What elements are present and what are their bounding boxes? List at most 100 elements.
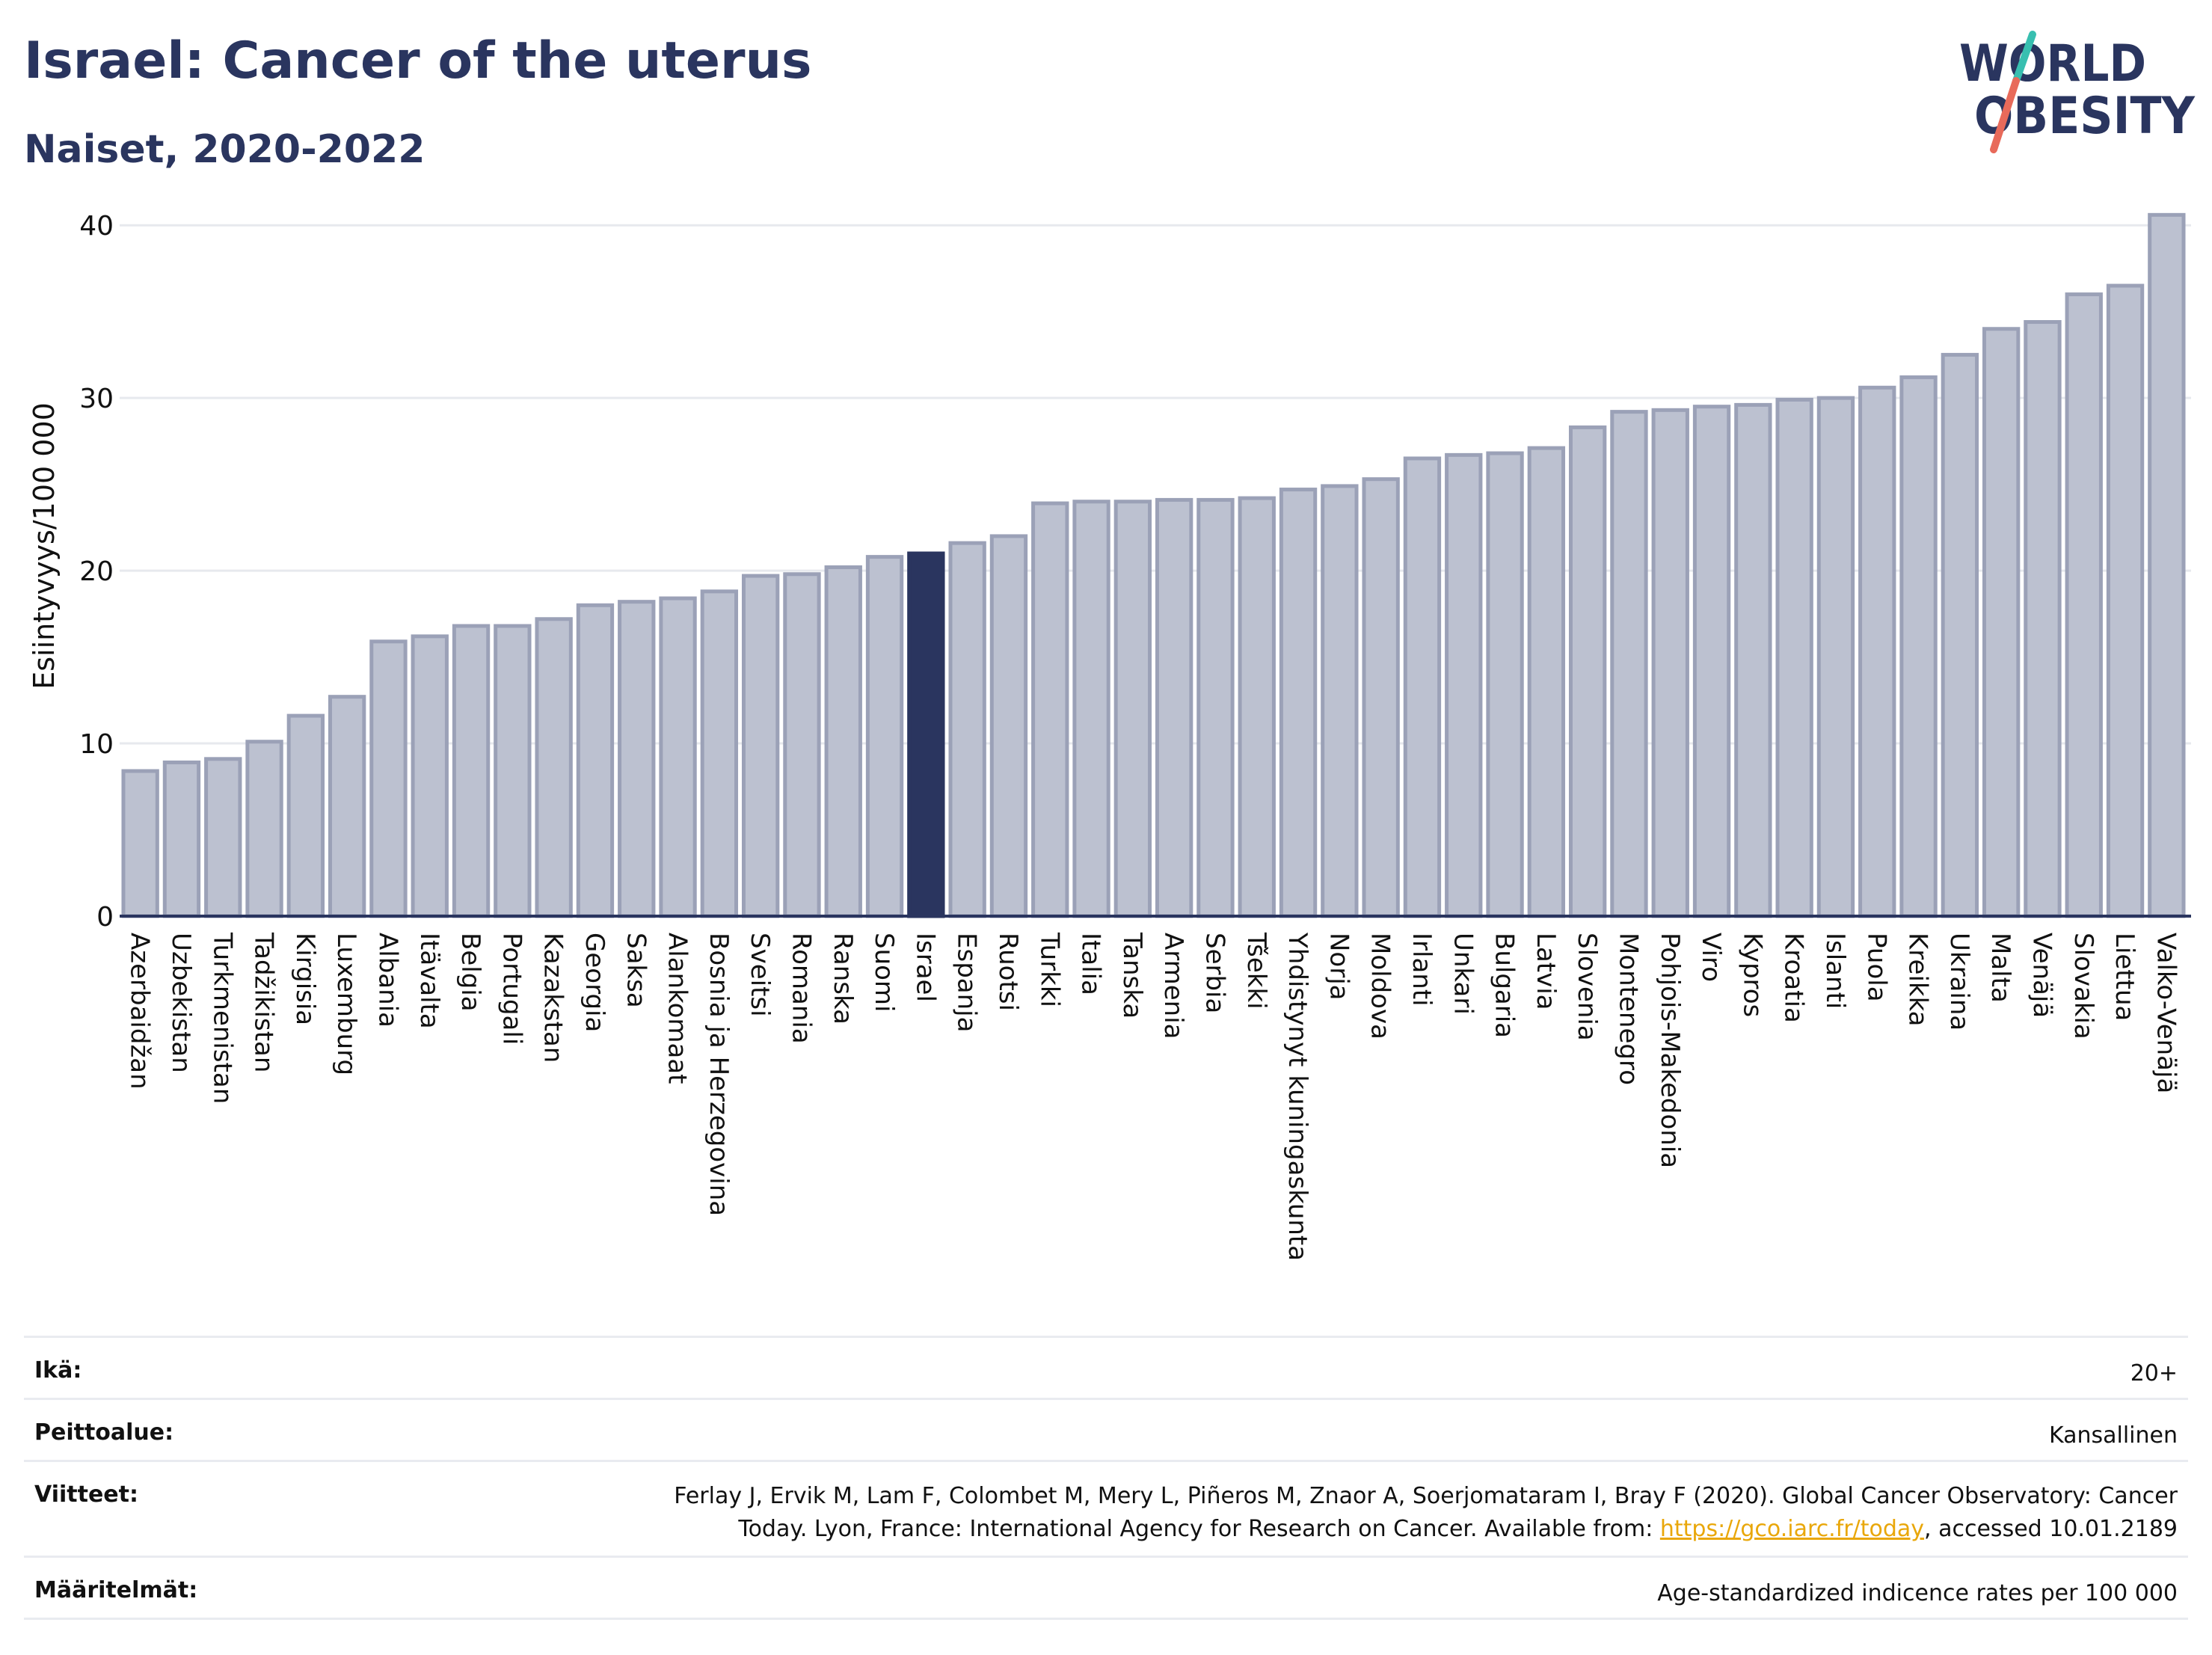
y-tick-label: 10: [79, 729, 114, 760]
x-tick-label: Italia: [1076, 933, 1106, 995]
bar-yhdistynyt-kuningaskunta: [1279, 488, 1318, 918]
x-tick-label: Romania: [786, 933, 816, 1044]
y-tick-label: 0: [96, 902, 114, 933]
bar-tanska: [1113, 500, 1152, 918]
x-tick-label: Albania: [372, 933, 402, 1028]
x-tick-label: Azerbaidžan: [125, 933, 155, 1090]
bar-ranska: [824, 565, 862, 918]
bar-kirgisia: [286, 713, 325, 918]
x-tick-label: Unkari: [1448, 933, 1478, 1015]
bar-ukraina: [1941, 352, 1979, 918]
x-tick-label: Georgia: [580, 933, 609, 1032]
info-row-coverage: Peittoalue: Kansallinen: [24, 1398, 2188, 1460]
x-tick-label: Tanska: [1117, 932, 1147, 1019]
references-link[interactable]: https://gco.iarc.fr/today: [1659, 1516, 1925, 1542]
x-tick-label: Bulgaria: [1490, 933, 1520, 1038]
bar-slovenia: [1568, 425, 1607, 918]
bar-uzbekistan: [162, 760, 201, 918]
bar-turkki: [1031, 501, 1069, 918]
bar-bulgaria: [1486, 451, 1524, 918]
references-line2-post: , accessed 10.01.2189: [1924, 1516, 2178, 1542]
bar-saksa: [618, 600, 656, 918]
x-tick-label: Islanti: [1820, 933, 1850, 1009]
bar-chart: 0 10 20 30 40 Azerbaidžan Uzbekistan Turkmenis…: [28, 211, 2191, 1261]
page-subtitle: Naiset, 2020-2022: [24, 127, 425, 172]
x-tick-label: Montenegro: [1613, 933, 1643, 1085]
bar-italia: [1072, 500, 1110, 918]
x-tick-label: Slovenia: [1572, 933, 1602, 1041]
x-tick-label: Valko-Venäjä: [2151, 933, 2181, 1093]
bar-georgia: [576, 603, 615, 918]
info-row-references: Viitteet: Ferlay J, Ervik M, Lam F, Colo…: [24, 1460, 2188, 1556]
references-line2-pre: Today. Lyon, France: International Agenc…: [738, 1516, 1660, 1542]
bar-serbia: [1196, 497, 1235, 918]
bar-azerbaid-an: [121, 769, 159, 918]
bar-pohjois-makedonia: [1651, 408, 1689, 918]
x-tick-label: Kreikka: [1903, 933, 1933, 1027]
x-tick-label: Slovakia: [2068, 933, 2098, 1040]
bar-kazakstan: [535, 617, 573, 918]
bar-alankomaat: [659, 596, 697, 918]
bar-bosnia-ja-herzegovina: [700, 589, 739, 918]
bar-albania: [369, 639, 408, 918]
bar-moldova: [1362, 477, 1400, 918]
bar-sveitsi: [741, 574, 780, 918]
x-tick-label: Kazakstan: [538, 933, 568, 1063]
x-tick-label: Ruotsi: [993, 933, 1023, 1011]
x-tick-label: Luxemburg: [331, 933, 361, 1075]
x-tick-label: Venäjä: [2027, 933, 2056, 1018]
x-tick-label: Turkki: [1034, 932, 1064, 1007]
bar-suomi: [865, 555, 904, 918]
x-tick-label: Serbia: [1199, 933, 1229, 1013]
x-tick-label: Moldova: [1365, 933, 1395, 1040]
bar-turkmenistan: [204, 757, 242, 918]
bar-irlanti: [1403, 456, 1442, 918]
bar-t-ekki: [1238, 496, 1276, 918]
bar-belgia: [452, 624, 491, 918]
references-label: Viitteet:: [34, 1481, 138, 1508]
bar-norja: [1321, 484, 1359, 918]
bar-luxemburg: [328, 695, 366, 918]
bar-tad-ikistan: [245, 740, 283, 918]
x-tick-label: Turkmenistan: [207, 932, 237, 1104]
bar-valko-ven-j-: [2148, 212, 2186, 918]
x-tick-label: Israel: [910, 933, 940, 1002]
bar-kypros: [1734, 402, 1772, 918]
info-row-definitions: Määritelmät: Age-standardized indicence …: [24, 1556, 2188, 1620]
x-tick-label: Saksa: [621, 933, 651, 1008]
x-tick-label: Irlanti: [1407, 933, 1437, 1007]
bar-ven-j-: [2024, 320, 2062, 918]
x-tick-label: Latvia: [1531, 933, 1561, 1010]
bar-kroatia: [1775, 397, 1813, 918]
x-tick-label: Kirgisia: [290, 933, 320, 1025]
bar-montenegro: [1610, 410, 1648, 918]
coverage-value: Kansallinen: [2048, 1422, 2178, 1449]
x-tick-label: Norja: [1324, 933, 1354, 1001]
bar-islanti: [1816, 396, 1855, 918]
x-tick-label: Itävalta: [414, 933, 444, 1029]
references-line1: Ferlay J, Ervik M, Lam F, Colombet M, Me…: [674, 1483, 2178, 1509]
y-tick-label: 20: [79, 556, 114, 587]
bar-malta: [1982, 327, 2021, 918]
logo-line1: WORLD: [1959, 34, 2146, 93]
x-tick-label: Malta: [1985, 933, 2015, 1003]
page-title: Israel: Cancer of the uterus: [24, 31, 812, 90]
y-tick-label: 40: [79, 211, 114, 242]
x-tick-label: Alankomaat: [663, 933, 692, 1084]
x-tick-label: Tšekki: [1241, 932, 1271, 1010]
x-tick-label: Uzbekistan: [166, 933, 196, 1073]
bar-portugali: [494, 624, 532, 918]
bar-ruotsi: [989, 534, 1028, 918]
references-value: Ferlay J, Ervik M, Lam F, Colombet M, Me…: [674, 1480, 2178, 1546]
bar-slovakia: [2065, 292, 2103, 918]
x-tick-label: Ranska: [828, 933, 858, 1025]
x-tick-label: Ukraina: [1944, 933, 1974, 1031]
x-tick-label: Viro: [1696, 933, 1726, 982]
x-tick-label: Sveitsi: [745, 933, 775, 1017]
bar-espanja: [948, 541, 986, 918]
coverage-label: Peittoalue:: [34, 1419, 174, 1446]
x-tick-label: Kroatia: [1779, 933, 1809, 1023]
bar-puola: [1858, 385, 1896, 918]
bar-liettua: [2106, 283, 2145, 918]
x-tick-label: Armenia: [1158, 933, 1188, 1040]
